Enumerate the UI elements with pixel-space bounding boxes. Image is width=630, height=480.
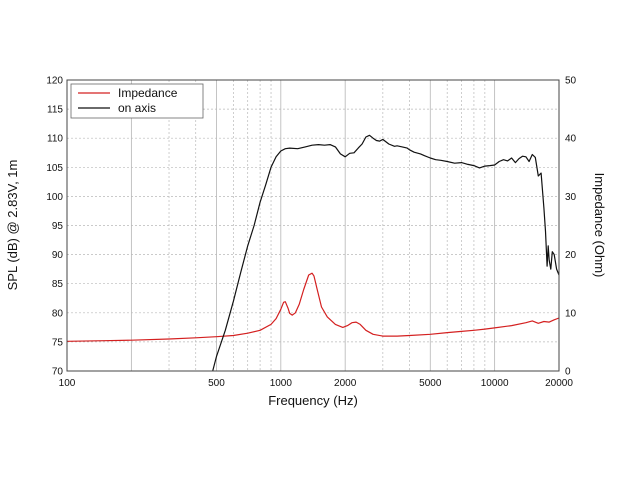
y-right-tick-label: 40 [565, 134, 577, 145]
legend-label-impedance: Impedance [118, 86, 178, 100]
x-tick-labels: 100 500 1000 2000 5000 10000 20000 [59, 378, 574, 389]
y-left-tick-label: 120 [46, 76, 63, 87]
x-tick-label: 1000 [270, 378, 293, 389]
y-right-axis-title: Impedance (Ohm) [592, 173, 607, 278]
x-tick-label: 2000 [334, 378, 357, 389]
grid [67, 80, 559, 371]
y-left-tick-label: 90 [52, 250, 64, 261]
series-line-on-axis [212, 134, 560, 372]
y-right-tick-label: 50 [565, 76, 577, 87]
legend: Impedance on axis [70, 83, 204, 119]
legend-label-on-axis: on axis [118, 101, 156, 115]
y-right-tick-label: 30 [565, 192, 577, 203]
x-axis-title: Frequency (Hz) [268, 393, 358, 408]
y-left-tick-label: 95 [52, 221, 64, 232]
series-group [66, 134, 560, 372]
y-right-tick-label: 0 [565, 367, 571, 378]
y-left-tick-label: 80 [52, 308, 64, 319]
x-tick-label: 500 [208, 378, 225, 389]
plot-frame [66, 79, 560, 372]
y-right-tick-label: 10 [565, 308, 577, 319]
x-tick-label: 100 [59, 378, 76, 389]
x-tick-label: 10000 [481, 378, 509, 389]
y-right-tick-labels: 0 10 20 30 40 50 [565, 76, 577, 378]
y-left-tick-label: 100 [46, 192, 63, 203]
x-tick-label: 5000 [419, 378, 442, 389]
y-left-tick-labels: 70 75 80 85 90 95 100 105 110 115 120 [46, 76, 63, 378]
y-left-tick-label: 105 [46, 163, 63, 174]
legend-box [70, 83, 204, 119]
y-left-tick-label: 85 [52, 279, 64, 290]
series-line-impedance [66, 272, 560, 342]
y-right-tick-label: 20 [565, 250, 577, 261]
y-left-axis-title: SPL (dB) @ 2.83V, 1m [5, 160, 20, 291]
x-tick-label: 20000 [545, 378, 573, 389]
y-left-tick-label: 110 [47, 134, 63, 145]
y-left-tick-label: 75 [52, 337, 64, 348]
y-left-tick-label: 115 [47, 105, 63, 116]
y-left-tick-label: 70 [52, 367, 64, 378]
